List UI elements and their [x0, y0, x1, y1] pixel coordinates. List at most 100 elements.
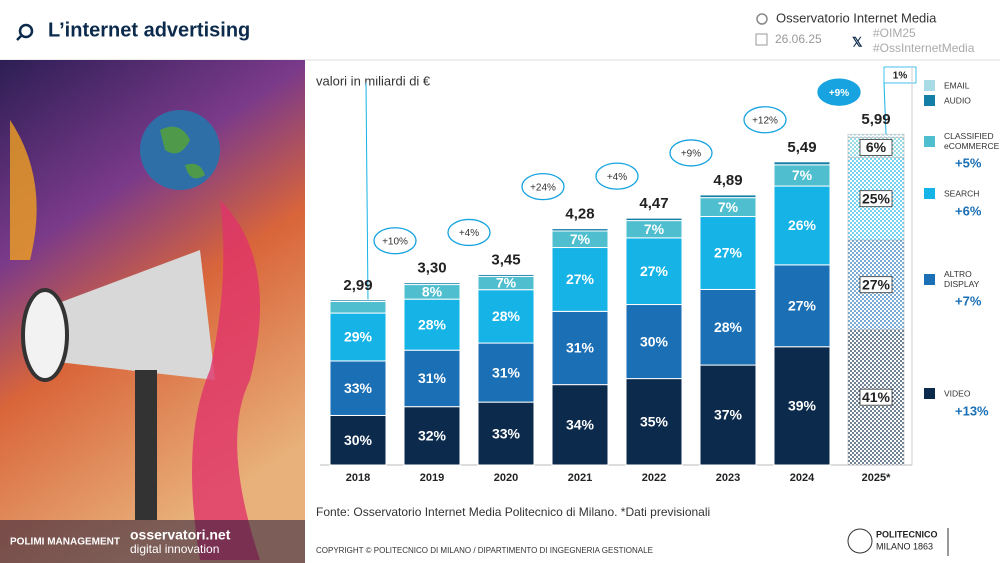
growth-label: +9%: [829, 88, 849, 99]
bar-segment: [773, 346, 831, 466]
segment-label: 33%: [344, 380, 373, 396]
segment-label: 30%: [640, 333, 669, 349]
segment-label: 7%: [570, 231, 591, 247]
label-leader: [365, 82, 369, 302]
growth-badge: [373, 227, 417, 255]
logo-right: MILANO 1863: [876, 541, 933, 551]
growth-label: +4%: [459, 228, 479, 239]
segment-label: 32%: [418, 428, 447, 444]
total-label: 3,45: [491, 251, 520, 268]
segment-label: 27%: [862, 276, 891, 292]
legend-label: AUDIO: [944, 95, 971, 105]
segment-label: 1%: [893, 71, 908, 82]
segment-label: 34%: [566, 417, 595, 433]
illustration-splash: [192, 200, 260, 560]
growth-label: +12%: [752, 115, 778, 126]
segment-label: 35%: [640, 413, 669, 429]
legend-label: ALTRO DISPLAY: [944, 269, 980, 289]
bar-segment: [773, 161, 831, 166]
illustration-megaphone: [40, 250, 215, 380]
legend-swatch: [924, 95, 935, 106]
bar-segment: [329, 312, 387, 362]
growth-badge: [521, 172, 565, 201]
segment-label: 7%: [644, 221, 665, 237]
bar-segment: [329, 299, 387, 303]
growth-badge: [743, 106, 787, 134]
hashtag: #OIM25: [873, 26, 916, 40]
source: Fonte: Osservatorio Internet Media Polit…: [316, 505, 710, 519]
bar-segment: [477, 273, 535, 277]
legend-growth: +6%: [955, 203, 982, 218]
total-label: 5,49: [787, 139, 816, 156]
calendar-icon: [755, 33, 768, 46]
bar-segment: [403, 349, 461, 408]
legend-swatch: [924, 188, 935, 199]
bar-segment: [625, 237, 683, 306]
bar-segment: [477, 289, 535, 344]
x-tick-label: 2020: [494, 472, 518, 484]
total-label: 2,99: [343, 277, 372, 294]
bar-segment: [551, 228, 609, 232]
growth-badge: [447, 218, 491, 247]
slide-title: L’internet advertising: [48, 19, 250, 41]
legend-label: SEARCH: [944, 188, 979, 198]
x-tick-label: 2021: [568, 472, 592, 484]
bar-segment: [699, 288, 757, 366]
segment-label: 7%: [792, 167, 813, 183]
source-name: Osservatorio Internet Media: [776, 10, 937, 25]
search-icon: [16, 35, 22, 41]
segment-label: 6%: [866, 139, 887, 155]
bar-segment: [773, 185, 831, 266]
segment-label: 27%: [714, 245, 743, 261]
segment-label: 7%: [718, 199, 739, 215]
segment-label: 31%: [566, 340, 595, 356]
segment-label: 33%: [492, 425, 521, 441]
legend-swatch: [924, 80, 935, 91]
segment-label: 37%: [714, 407, 743, 423]
logo-mid: digital innovation: [130, 542, 219, 556]
label-box: [859, 139, 893, 156]
label-box: [859, 276, 893, 294]
segment-label: 27%: [566, 271, 595, 287]
logo-left: POLIMI MANAGEMENT: [10, 537, 120, 548]
bar-segment: [625, 217, 683, 222]
total-label: 4,47: [639, 195, 668, 212]
growth-badge: [669, 139, 713, 167]
logo-band: [0, 520, 305, 563]
segment-label: 31%: [492, 364, 521, 380]
x-tick-label: 2024: [790, 472, 815, 484]
bar-segment: [329, 301, 387, 314]
segment-label: 41%: [862, 389, 891, 405]
bar-segment: [403, 298, 461, 351]
bar-segment: [403, 406, 461, 466]
growth-label: +9%: [681, 149, 701, 160]
bar-segment: [403, 282, 461, 286]
legend-growth: +13%: [955, 403, 989, 418]
legend-label: EMAIL: [944, 80, 970, 90]
segment-label: 7%: [375, 71, 390, 82]
illustration-stand: [135, 370, 157, 520]
label-box: [883, 66, 917, 84]
x-tick-label: 2019: [420, 472, 444, 484]
copyright: COPYRIGHT © POLITECNICO DI MILANO / DIPA…: [316, 546, 653, 555]
illustration-megaphone: [21, 288, 69, 382]
legend-swatch: [924, 274, 935, 285]
segment-label: 29%: [344, 329, 373, 345]
label-leader: [883, 82, 887, 135]
bar-segment: [329, 360, 387, 416]
segment-label: 28%: [418, 316, 447, 332]
segment-label: 8%: [422, 284, 443, 300]
total-label: 5,99: [861, 111, 890, 128]
legend-swatch: [924, 388, 935, 399]
segment-label: 27%: [640, 263, 669, 279]
bar-segment: [699, 364, 757, 466]
legend-label: VIDEO: [944, 388, 971, 398]
segment-label: 25%: [862, 190, 891, 206]
chart-subtitle: valori in miliardi di €: [316, 73, 431, 88]
growth-badge: [817, 78, 861, 106]
legend-swatch: [924, 136, 935, 147]
segment-label: 27%: [788, 298, 817, 314]
segment-label: 7%: [496, 275, 517, 291]
bar-segment: [699, 194, 757, 199]
